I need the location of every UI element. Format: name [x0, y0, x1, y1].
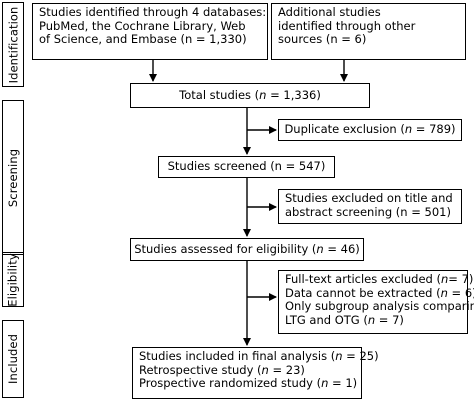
included-line1-pre: Studies included in final analysis ( [139, 349, 336, 363]
fulltext-line2-post: = 6) [447, 285, 474, 300]
included-line3: Prospective randomized study (n = 1) [139, 376, 361, 391]
box-additional-line1: Additional studies [278, 5, 381, 19]
total-n: n [259, 87, 267, 102]
assessed-post: = 46) [323, 241, 360, 256]
phase-label-eligibility: Eligibility [2, 252, 24, 307]
included-line2: Retrospective study (n = 23) [139, 362, 361, 378]
phase-label-included: Included [2, 320, 24, 398]
box-assessed-eligibility: Studies assessed for eligibility (n = 46… [130, 238, 364, 261]
duplicate-post: = 789) [412, 122, 456, 137]
assessed-pre: Studies assessed for eligibility ( [134, 241, 317, 256]
included-line2-pre: Retrospective study ( [139, 362, 262, 377]
box-excluded-title-line2: abstract screening (n = 501) [285, 204, 451, 219]
included-line1-post: = 25) [342, 349, 379, 363]
box-excluded-title-abstract: Studies excluded on title and abstract s… [278, 189, 462, 224]
box-studies-screened: Studies screened (n = 547) [158, 156, 335, 178]
assessed-n: n [316, 241, 324, 256]
box-duplicate-exclusion: Duplicate exclusion (n = 789) [278, 119, 462, 141]
included-line2-post: = 23) [268, 362, 305, 377]
duplicate-pre: Duplicate exclusion ( [284, 122, 405, 137]
fulltext-line1: Full-text articles excluded (n= 7) [285, 272, 473, 287]
box-databases-line3: of Science, and Embase (n = 1,330) [39, 32, 247, 46]
box-total-studies: Total studies (n = 1,336) [130, 83, 370, 108]
fulltext-line3: Only subgroup analysis comparing [285, 299, 474, 313]
box-included-analysis: Studies included in final analysis (n = … [132, 347, 379, 399]
included-line3-n: n [321, 376, 329, 390]
box-databases-line2: PubMed, the Cochrane Library, Web [39, 18, 246, 33]
box-additional: Additional studies identified through ot… [271, 3, 466, 60]
included-line2-n: n [261, 362, 269, 377]
fulltext-line1-post: = 7) [448, 272, 474, 286]
included-line3-post: = 1) [328, 376, 358, 390]
included-line3-pre: Prospective randomized study ( [139, 376, 322, 390]
box-fulltext-excluded: Full-text articles excluded (n= 7) Data … [278, 270, 474, 334]
total-pre: Total studies ( [179, 87, 260, 102]
box-databases: Studies identified through 4 databases: … [32, 3, 268, 60]
fulltext-line2: Data cannot be extracted (n = 6) [285, 285, 474, 301]
box-duplicate-text: Duplicate exclusion (n = 789) [284, 123, 455, 137]
fulltext-line4-n: n [367, 312, 376, 327]
fulltext-line4: LTG and OTG (n = 7) [285, 312, 467, 328]
included-line1-n: n [335, 349, 343, 363]
box-total-studies-text: Total studies (n = 1,336) [179, 87, 321, 103]
total-post: = 1,336) [266, 87, 321, 102]
fulltext-line2-pre: Data cannot be extracted ( [285, 285, 441, 300]
phase-label-screening: Screening [2, 100, 24, 255]
box-additional-line2: identified through other [278, 18, 416, 33]
fulltext-line1-n: n [441, 272, 449, 286]
phase-label-identification: Identification [2, 2, 24, 87]
fulltext-line4-pre: LTG and OTG ( [285, 312, 368, 327]
box-additional-line3: sources (n = 6) [278, 32, 367, 46]
fulltext-line4-post: = 7) [375, 312, 404, 327]
box-databases-line1: Studies identified through 4 databases: [39, 5, 267, 19]
box-excluded-title-line1: Studies excluded on title and [285, 191, 453, 205]
fulltext-line2-n: n [440, 285, 448, 300]
included-line1: Studies included in final analysis (n = … [139, 349, 379, 364]
box-screened-text: Studies screened (n = 547) [167, 159, 326, 174]
duplicate-n: n [404, 122, 413, 137]
fulltext-line1-pre: Full-text articles excluded ( [285, 272, 441, 286]
box-assessed-text: Studies assessed for eligibility (n = 46… [134, 241, 360, 257]
